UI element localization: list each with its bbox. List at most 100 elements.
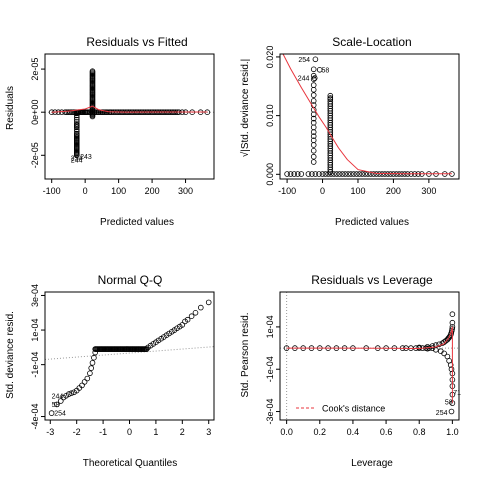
data-point xyxy=(68,390,75,397)
data-point xyxy=(91,354,97,361)
y-tick-label: 1e-04 xyxy=(265,315,275,338)
data-point xyxy=(333,171,340,177)
data-point xyxy=(327,98,334,105)
data-point xyxy=(310,98,317,104)
x-tick-label: -3 xyxy=(46,427,54,437)
data-point xyxy=(74,152,80,159)
data-point xyxy=(192,309,199,316)
point-annotation: 58 xyxy=(52,402,60,409)
smoother-line xyxy=(51,105,208,113)
x-tick-label: 0.0 xyxy=(280,427,293,437)
data-point xyxy=(310,153,317,160)
data-point xyxy=(74,119,80,125)
plot-area xyxy=(280,292,459,420)
data-point xyxy=(54,401,60,408)
data-point xyxy=(284,171,290,177)
data-point xyxy=(310,92,317,98)
data-point xyxy=(350,171,357,177)
data-point xyxy=(143,346,150,352)
data-point xyxy=(312,171,319,177)
data-point xyxy=(198,304,204,311)
legend-label: Cook's distance xyxy=(322,404,385,414)
data-point xyxy=(287,171,294,177)
point-annotation: 254 xyxy=(54,411,66,418)
x-tick-label: 1 xyxy=(153,427,158,437)
data-point xyxy=(79,382,85,389)
x-tick-label: 200 xyxy=(386,186,401,196)
data-point xyxy=(179,322,186,328)
x-tick-label: 300 xyxy=(421,186,436,196)
data-point xyxy=(310,159,317,165)
data-point xyxy=(348,171,354,177)
data-point xyxy=(310,87,317,93)
point-annotation: 254 xyxy=(436,410,448,417)
plot-area xyxy=(45,68,214,159)
data-point xyxy=(205,299,212,306)
data-point xyxy=(310,142,317,148)
x-axis-label: Predicted values xyxy=(100,217,174,228)
data-point xyxy=(310,124,317,131)
data-point xyxy=(373,171,380,177)
x-tick-label: 100 xyxy=(111,186,126,196)
point-annotation: 244 xyxy=(52,393,64,400)
y-tick-label: -1e-04 xyxy=(30,352,40,378)
point-annotation: 71 xyxy=(453,390,461,397)
y-axis-label: Std. Pearson resid. xyxy=(240,312,251,397)
plot-frame xyxy=(44,291,215,421)
data-point xyxy=(89,113,96,120)
residuals-vs-fitted-panel: Residuals vs Fitted Predicted values Res… xyxy=(5,35,215,228)
data-point xyxy=(356,171,363,177)
data-point xyxy=(57,398,64,404)
x-tick-label: 300 xyxy=(178,186,193,196)
reference-line xyxy=(45,346,214,360)
y-tick-label: -2e-05 xyxy=(30,142,40,168)
data-point xyxy=(74,112,80,119)
x-tick-label: 0 xyxy=(127,427,132,437)
x-tick-label: 0.4 xyxy=(347,427,360,437)
data-point xyxy=(316,67,323,73)
data-point xyxy=(74,124,80,131)
data-point xyxy=(309,171,315,177)
data-point xyxy=(298,171,305,177)
data-point xyxy=(359,171,366,177)
x-tick-label: 1.0 xyxy=(446,427,459,437)
data-point xyxy=(336,171,343,177)
smoother-line xyxy=(286,326,453,404)
x-tick-label: 0.2 xyxy=(314,427,327,437)
y-axis-label: Std. deviance resid. xyxy=(5,311,16,399)
y-tick-label: 1e-04 xyxy=(30,319,40,342)
y-tick-label: 0.020 xyxy=(265,46,275,69)
data-point xyxy=(74,116,80,123)
data-point xyxy=(319,171,326,177)
x-tick-label: -100 xyxy=(43,186,61,196)
data-point xyxy=(316,171,322,177)
data-point xyxy=(305,171,312,177)
x-tick-label: 2 xyxy=(180,427,185,437)
y-axis-label: Residuals xyxy=(5,86,16,130)
point-annotation: 244 xyxy=(298,76,310,83)
data-point xyxy=(339,171,346,177)
data-point xyxy=(87,370,93,377)
plot-area xyxy=(282,54,455,177)
data-point xyxy=(48,410,55,416)
data-point xyxy=(322,171,329,177)
x-axis-label: Theoretical Quantiles xyxy=(83,458,178,469)
x-tick-label: 0.8 xyxy=(413,427,426,437)
plot-frame xyxy=(44,53,215,180)
plot-frame xyxy=(279,53,460,180)
point-annotation: 254 xyxy=(71,155,83,162)
x-tick-label: -1 xyxy=(99,427,107,437)
data-point xyxy=(379,171,385,177)
data-point xyxy=(184,316,191,323)
y-tick-label: 0e+00 xyxy=(30,100,40,125)
data-point xyxy=(310,148,317,154)
smoother-line xyxy=(282,54,452,175)
residuals-vs-leverage-panel: Residuals vs Leverage Leverage Std. Pear… xyxy=(240,273,461,469)
data-point xyxy=(188,313,195,320)
panel-title: Scale-Location xyxy=(332,35,411,49)
data-point xyxy=(416,344,423,351)
data-point xyxy=(74,110,80,117)
y-tick-label: -3e-04 xyxy=(265,399,275,425)
x-tick-label: -100 xyxy=(278,186,296,196)
